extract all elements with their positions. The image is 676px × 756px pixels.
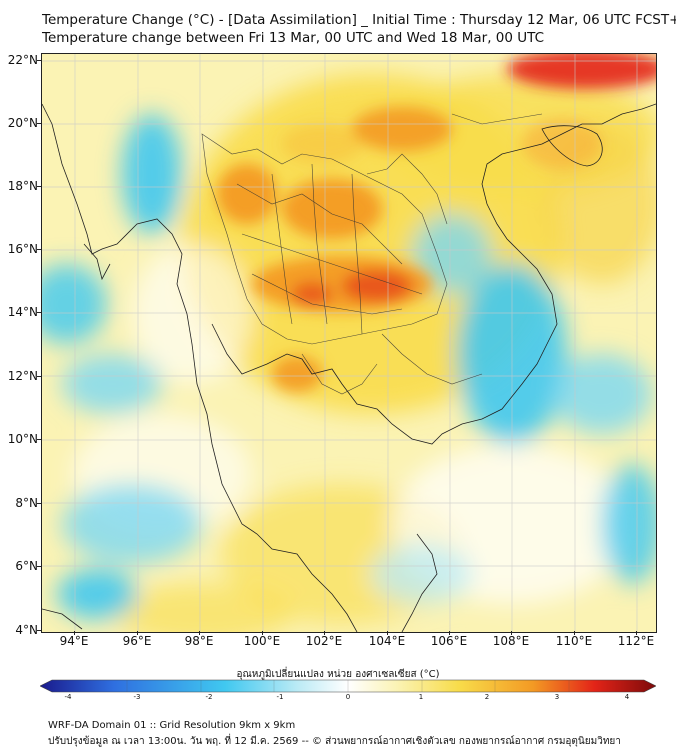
province-borders	[201, 113, 543, 395]
lat-label: 20°N	[7, 116, 38, 130]
lat-label: 16°N	[7, 242, 38, 256]
lat-label: 4°N	[15, 623, 38, 637]
colorbar-tick: 3	[554, 693, 560, 701]
colorbar-tick: -1	[276, 693, 284, 701]
chart-title: Temperature Change (°C) - [Data Assimila…	[42, 12, 676, 28]
lon-label: 94°E	[59, 634, 89, 648]
lon-label: 100°E	[243, 634, 281, 648]
lon-label: 96°E	[122, 634, 152, 648]
colorbar-tick: -2	[205, 693, 213, 701]
footer-model-info: WRF-DA Domain 01 :: Grid Resolution 9km …	[48, 720, 296, 731]
chart-subtitle: Temperature change between Fri 13 Mar, 0…	[42, 30, 545, 46]
coastlines	[42, 103, 656, 632]
lat-label: 6°N	[15, 559, 38, 573]
field-blobs	[42, 74, 656, 632]
lon-label: 104°E	[368, 634, 406, 648]
footer-credit: ปรับปรุงข้อมูล ณ เวลา 13:00น. วัน พฤ. ที…	[48, 736, 621, 747]
lon-label: 110°E	[555, 634, 593, 648]
lat-label: 14°N	[7, 305, 38, 319]
colorbar-tick: 1	[418, 693, 424, 701]
lat-label: 12°N	[7, 369, 38, 383]
lon-label: 112°E	[617, 634, 655, 648]
lon-label: 106°E	[430, 634, 468, 648]
colorbar	[40, 679, 656, 693]
graticule	[42, 54, 656, 632]
lat-label: 18°N	[7, 179, 38, 193]
lon-label: 102°E	[305, 634, 343, 648]
temperature-field-map	[42, 54, 656, 632]
colorbar-tick: 4	[624, 693, 630, 701]
lat-label: 10°N	[7, 432, 38, 446]
map-panel[interactable]	[41, 53, 657, 633]
colorbar-tick: -3	[133, 693, 141, 701]
lon-label: 98°E	[184, 634, 214, 648]
warm-blobs	[217, 54, 656, 392]
lat-label: 8°N	[15, 496, 38, 510]
colorbar-tick: 0	[345, 693, 351, 701]
colorbar-title: อุณหภูมิเปลี่ยนแปลง หน่วย องศาเซลเซียส (…	[236, 669, 440, 680]
colorbar-tick: -4	[64, 693, 72, 701]
colorbar-tick: 2	[484, 693, 490, 701]
lon-label: 108°E	[492, 634, 530, 648]
lat-label: 22°N	[7, 53, 38, 67]
